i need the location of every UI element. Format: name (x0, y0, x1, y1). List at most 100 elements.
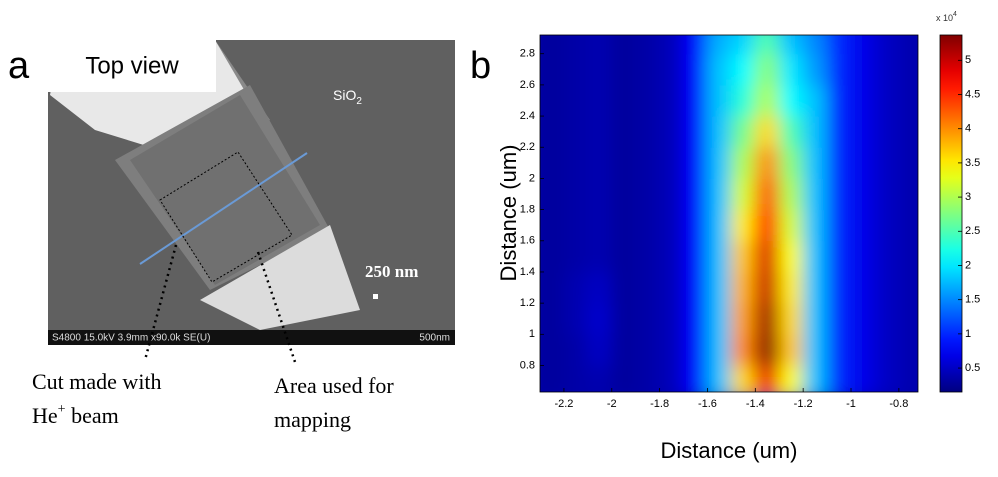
x-tick-label: -1.6 (698, 398, 717, 410)
heatmap-cell (802, 115, 828, 148)
material-label: SiO2 (333, 87, 362, 107)
heatmap-cell (850, 302, 876, 335)
cut-label: He+ beam (32, 402, 119, 428)
heatmap-cell (706, 364, 732, 392)
heatmap-cell (874, 333, 900, 366)
heatmap-cell (754, 302, 780, 335)
heatmap-cell (659, 271, 685, 304)
heatmap-cell (778, 240, 804, 273)
heatmap-cell (587, 115, 613, 148)
heatmap-cell (587, 53, 613, 86)
y-tick-label: 2.6 (520, 79, 535, 91)
x-tick-label: -1.4 (746, 398, 765, 410)
heatmap-cell (540, 84, 565, 117)
heatmap-cell (826, 115, 852, 148)
sem-scale: 500nm (419, 333, 450, 344)
heatmap-cell (826, 271, 852, 304)
heatmap-cell (611, 209, 637, 242)
heatmap-cell (898, 115, 918, 148)
heatmap-cell (635, 271, 661, 304)
heatmap-cell (778, 84, 804, 117)
heatmap-cell (850, 240, 876, 273)
heatmap-cell (706, 146, 732, 179)
heatmap-cell (563, 35, 589, 55)
heatmap-cell (540, 302, 565, 335)
heatmap-cell (635, 364, 661, 392)
heatmap-cell (826, 209, 852, 242)
heatmap-cell (611, 333, 637, 366)
heatmap-cell (778, 333, 804, 366)
sem-info: S4800 15.0kV 3.9mm x90.0k SE(U) (52, 333, 210, 344)
heatmap-cell (587, 84, 613, 117)
heatmap-cell (611, 35, 637, 55)
view-label: Top view (85, 52, 179, 79)
heatmap-cell (850, 84, 876, 117)
heatmap-cell (850, 53, 876, 86)
panel-letter: a (8, 45, 30, 87)
heatmap-cell (730, 53, 756, 86)
heatmap-cell (659, 302, 685, 335)
x-tick-label: -1.8 (650, 398, 669, 410)
heatmap-cell (659, 364, 685, 392)
cut-label-sup: + (58, 402, 66, 417)
heatmap-cell (898, 177, 918, 211)
heatmap-cell (898, 35, 918, 55)
heatmap-cell (850, 115, 876, 148)
heatmap-cell (802, 53, 828, 86)
heatmap-cell (826, 240, 852, 273)
heatmap-cell (898, 84, 918, 117)
heatmap-cell (540, 271, 565, 304)
heatmap-cell (540, 333, 565, 366)
heatmap-cell (540, 35, 565, 55)
heatmap-cell (754, 333, 780, 366)
heatmap-cell (826, 302, 852, 335)
area-label: mapping (274, 407, 351, 432)
heatmap-cell (826, 333, 852, 366)
heatmap-cell (874, 364, 900, 392)
heatmap-cell (706, 209, 732, 242)
heatmap-cell (587, 333, 613, 366)
heatmap-cell (898, 271, 918, 304)
sem-image (48, 40, 455, 345)
heatmap-cell (635, 302, 661, 335)
scale-label: 250 nm (365, 262, 418, 281)
heatmap-cell (754, 271, 780, 304)
y-tick-label: 1 (529, 328, 535, 340)
heatmap-cell (683, 240, 708, 273)
heatmap-cell (826, 35, 852, 55)
heatmap-cell (540, 240, 565, 273)
heatmap-cell (706, 115, 732, 148)
heatmap-cell (874, 84, 900, 117)
heatmap-cell (563, 84, 589, 117)
heatmap-cell (706, 35, 732, 55)
heatmap-cell (754, 53, 780, 86)
material: SiO (333, 87, 356, 103)
heatmap-cell (563, 209, 589, 242)
heatmap-cell (659, 177, 685, 211)
y-tick-label: 1.6 (520, 235, 535, 247)
colorbar-tick-label: 4.5 (965, 88, 980, 100)
exponent: 4 (953, 11, 957, 18)
heatmap-cell (659, 333, 685, 366)
heatmap-cell (683, 177, 708, 211)
heatmap-cell (754, 35, 780, 55)
heatmap-cell (754, 177, 780, 211)
colorbar-tick-label: 2 (965, 259, 971, 271)
y-tick-label: 2.8 (520, 48, 535, 60)
heatmap-cell (898, 53, 918, 86)
heatmap-cell (540, 146, 565, 179)
heatmap-cell (587, 209, 613, 242)
heatmap-cell (850, 271, 876, 304)
heatmap-cell (611, 302, 637, 335)
heatmap (540, 35, 918, 392)
heatmap-cell (683, 271, 708, 304)
x-tick-label: -0.8 (889, 398, 908, 410)
heatmap-cell (778, 177, 804, 211)
heatmap-cell (635, 53, 661, 86)
heatmap-cell (730, 177, 756, 211)
heatmap-cell (898, 240, 918, 273)
heatmap-cell (802, 333, 828, 366)
heatmap-cell (540, 209, 565, 242)
area-label: Area used for (274, 373, 394, 398)
